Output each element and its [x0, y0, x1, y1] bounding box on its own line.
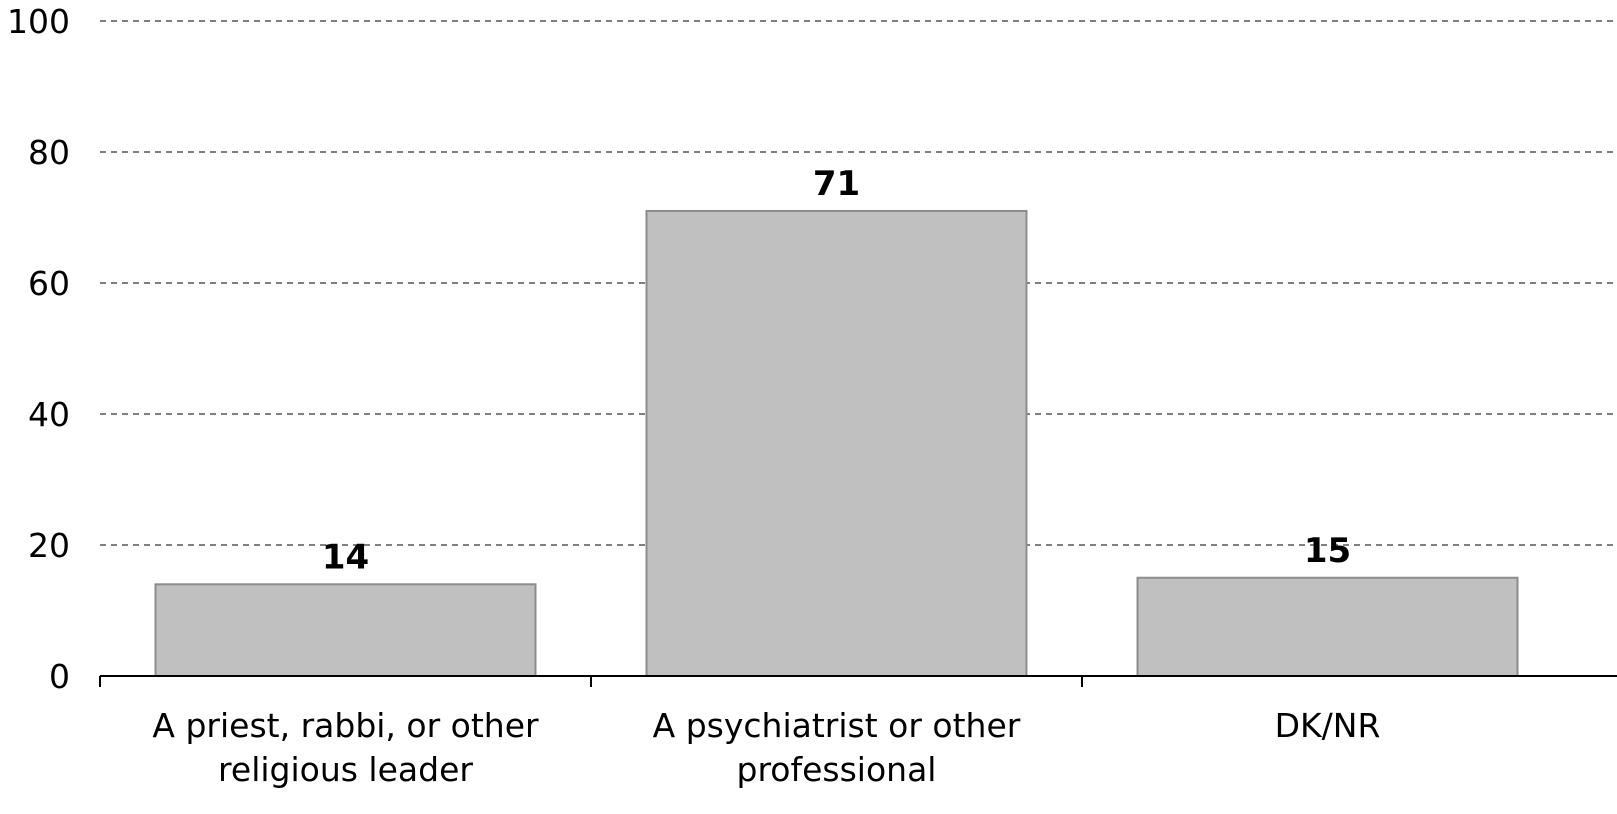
x-tick-label-line: A psychiatrist or other [653, 706, 1021, 745]
data-label: 15 [1304, 531, 1351, 571]
bar [1136, 576, 1519, 677]
data-label: 14 [322, 537, 369, 577]
x-tick-label: A psychiatrist or other professional [653, 706, 1021, 789]
x-axis [99, 675, 1617, 687]
bar [645, 209, 1028, 677]
bars [154, 209, 1519, 677]
x-tick-label: DK/NR [1275, 706, 1381, 745]
y-tick-label: 20 [28, 526, 70, 565]
x-tick-label-line: religious leader [218, 750, 473, 789]
y-tick-label: 100 [7, 2, 70, 41]
data-label: 71 [813, 164, 860, 204]
x-tick-label: A priest, rabbi, or other religious leade… [152, 706, 539, 789]
y-tick-label: 0 [49, 657, 70, 696]
y-tick-label: 60 [28, 264, 70, 303]
x-axis-category-labels: A priest, rabbi, or other religious leade… [152, 706, 1380, 789]
x-tick-label-line: DK/NR [1275, 706, 1381, 745]
x-tick-label-line: A priest, rabbi, or other [152, 706, 539, 745]
data-labels: 14 71 15 [322, 164, 1351, 577]
bar [154, 583, 537, 677]
x-tick-label-line: professional [737, 750, 937, 789]
y-tick-label: 80 [28, 133, 70, 172]
y-tick-label: 40 [28, 395, 70, 434]
y-axis-tick-labels: 0 20 40 60 80 100 [7, 2, 70, 696]
